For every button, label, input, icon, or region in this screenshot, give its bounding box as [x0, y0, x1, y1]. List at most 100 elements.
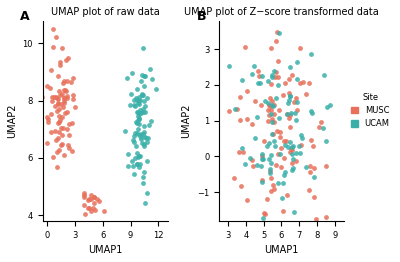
Point [59, 46, 65, 50]
Point [290, 166, 296, 170]
Point [288, 111, 294, 116]
Point [249, 158, 256, 162]
Point [86, 206, 92, 210]
Point [264, 101, 271, 105]
Point [137, 154, 143, 158]
Point [280, 209, 286, 213]
Point [274, 129, 280, 133]
Point [56, 148, 62, 152]
Point [277, 146, 284, 150]
Point [63, 58, 69, 62]
Point [264, 119, 271, 123]
Point [276, 31, 282, 35]
Point [293, 96, 300, 100]
Point [130, 98, 137, 102]
Point [241, 162, 248, 166]
Point [44, 141, 50, 145]
Point [53, 138, 60, 142]
Point [84, 206, 91, 210]
Point [261, 139, 268, 143]
Point [252, 99, 259, 103]
Point [274, 75, 281, 80]
Point [139, 93, 146, 97]
Point [252, 136, 259, 140]
Point [269, 117, 275, 121]
Point [69, 149, 75, 153]
Point [287, 150, 293, 155]
Point [272, 75, 278, 79]
Point [234, 107, 240, 111]
Point [287, 65, 294, 69]
Point [136, 112, 142, 117]
Point [64, 127, 70, 131]
Point [141, 74, 147, 78]
Point [293, 151, 299, 155]
Point [304, 235, 310, 239]
Point [50, 45, 56, 49]
Point [50, 95, 57, 99]
Point [44, 114, 50, 119]
Point [257, 81, 263, 85]
Point [65, 56, 71, 60]
Point [238, 183, 244, 188]
Point [279, 196, 285, 200]
Point [136, 133, 142, 137]
Point [141, 142, 147, 146]
Point [268, 108, 274, 113]
Point [88, 193, 94, 197]
Point [58, 115, 65, 119]
Point [270, 120, 277, 124]
Point [288, 147, 294, 151]
Point [53, 95, 60, 99]
Point [269, 73, 275, 77]
Legend: MUSC, UCAM: MUSC, UCAM [348, 90, 393, 132]
Point [129, 71, 135, 75]
Point [39, 95, 45, 99]
Point [130, 164, 136, 168]
Point [132, 104, 138, 108]
Point [287, 140, 293, 144]
Point [56, 130, 63, 134]
Point [284, 112, 290, 116]
Point [249, 72, 255, 76]
Point [134, 121, 140, 125]
Point [284, 145, 291, 150]
Point [101, 209, 107, 213]
Point [45, 120, 51, 124]
Point [284, 112, 290, 116]
Point [62, 88, 68, 92]
Point [274, 181, 281, 185]
Point [54, 150, 60, 155]
Point [275, 59, 281, 64]
Point [307, 164, 313, 168]
Point [96, 199, 103, 204]
Point [144, 140, 150, 144]
Point [146, 123, 152, 127]
Point [66, 122, 72, 126]
Point [132, 96, 139, 101]
Point [298, 133, 304, 137]
Point [49, 95, 55, 99]
Point [136, 116, 142, 120]
Point [56, 107, 62, 111]
Point [284, 193, 290, 197]
Point [230, 176, 237, 180]
Point [136, 108, 143, 112]
Point [140, 132, 146, 136]
Point [303, 165, 309, 170]
Point [266, 112, 272, 117]
Point [289, 148, 295, 152]
Point [268, 46, 274, 50]
Point [60, 105, 66, 110]
Point [273, 163, 280, 167]
Point [308, 138, 314, 142]
Point [302, 92, 309, 96]
Point [142, 201, 148, 205]
Point [309, 111, 315, 115]
Point [239, 150, 246, 154]
Point [142, 134, 149, 139]
Point [139, 72, 146, 77]
Point [60, 153, 67, 157]
Point [148, 119, 154, 123]
Point [133, 120, 140, 124]
